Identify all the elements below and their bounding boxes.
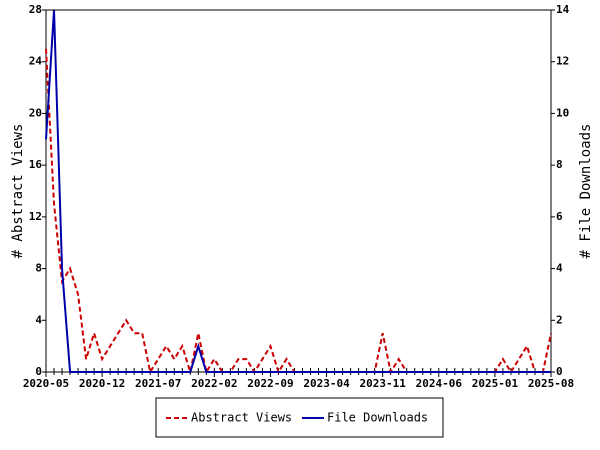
y-tick-label: 24 [29, 55, 43, 68]
x-tick-label: 2024-06 [416, 377, 463, 390]
legend-label: File Downloads [327, 411, 428, 425]
y2-tick-label: 12 [556, 55, 569, 68]
y2-tick-label: 2 [556, 313, 563, 326]
y-axis-title: # Abstract Views [10, 124, 26, 259]
plot-frame [45, 9, 552, 373]
y2-tick-label: 4 [556, 262, 563, 275]
y2-tick-label: 10 [556, 106, 569, 119]
y2-axis-title: # File Downloads [578, 124, 594, 259]
x-tick-label: 2020-05 [23, 377, 69, 390]
y2-tick-label: 0 [556, 365, 563, 378]
y-tick-label: 20 [29, 106, 42, 119]
x-tick-label: 2020-12 [79, 377, 125, 390]
y2-tick-label: 14 [556, 3, 570, 16]
x-tick-label: 2023-11 [359, 377, 406, 390]
x-tick-label: 2021-07 [135, 377, 181, 390]
y2-tick-label: 8 [556, 158, 563, 171]
legend-label: Abstract Views [191, 411, 292, 425]
y-tick-label: 0 [35, 365, 42, 378]
y-tick-label: 4 [35, 313, 42, 326]
x-tick-label: 2023-04 [303, 377, 350, 390]
x-tick-label: 2025-01 [472, 377, 519, 390]
x-tick-label: 2025-08 [528, 377, 574, 390]
y-tick-label: 12 [29, 210, 42, 223]
x-tick-label: 2022-09 [247, 377, 293, 390]
y2-tick-label: 6 [556, 210, 563, 223]
y-tick-label: 28 [29, 3, 42, 16]
x-tick-label: 2022-02 [191, 377, 237, 390]
y-tick-label: 16 [29, 158, 43, 171]
legend-box [155, 397, 444, 438]
series-line [45, 48, 552, 375]
series-line [45, 9, 551, 373]
y-tick-label: 8 [35, 262, 42, 275]
